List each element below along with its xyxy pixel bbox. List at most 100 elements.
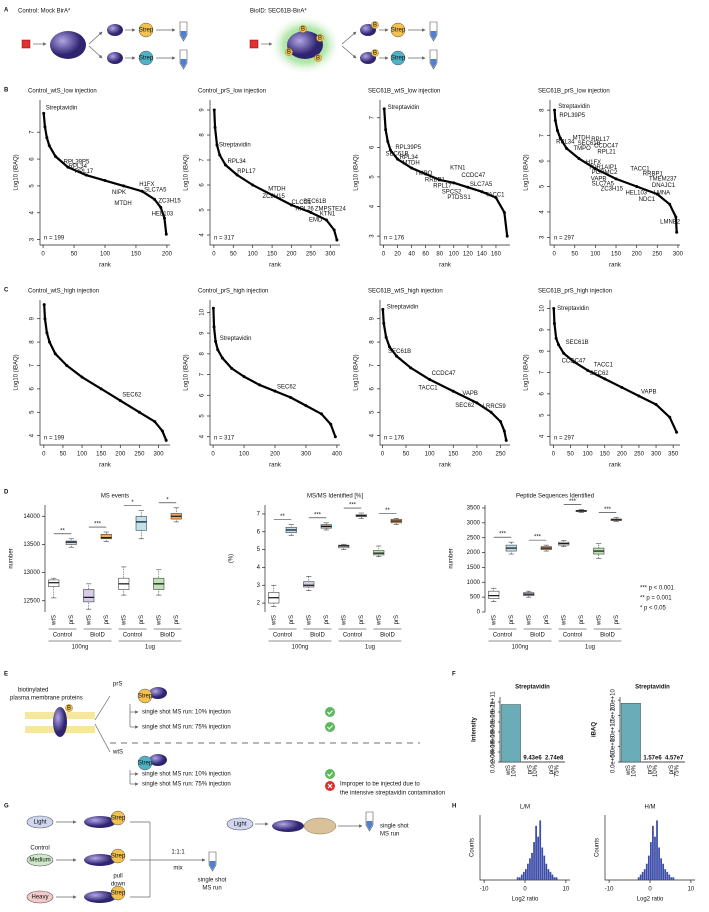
significance: ** <box>280 514 285 520</box>
protein <box>287 31 323 59</box>
histogram-bar <box>654 836 656 880</box>
chart-title: Control_prS_high injection <box>198 289 268 295</box>
x-tick-label: 120 <box>463 252 474 258</box>
protein-annotation: VAPB <box>462 391 478 397</box>
x-tick-label: 100 <box>590 252 601 258</box>
protein-point <box>475 401 479 405</box>
protein-point <box>438 178 442 182</box>
protein-annotation: Streptavidin <box>46 106 78 112</box>
protein-annotation: SEC61B <box>388 349 411 355</box>
y-tick-label: 2 <box>257 601 261 607</box>
category-label: wtS <box>306 615 312 626</box>
category-label: prS <box>549 765 555 774</box>
significance: ** <box>385 508 390 514</box>
protein-annotation: MTDH <box>114 201 131 207</box>
group-label: Control <box>343 633 362 639</box>
protein-point <box>333 435 337 439</box>
protein-annotation: MTDH <box>402 160 419 166</box>
streptavidin <box>138 50 154 66</box>
x-tick-label: 300 <box>325 252 336 258</box>
protein-point <box>45 331 49 335</box>
category-sublabel: 10% <box>653 764 659 777</box>
y-tick-label: 5 <box>200 208 206 212</box>
group-label: BioID <box>310 633 325 639</box>
protein-annotation: Streptavidin <box>558 104 590 110</box>
y-tick-label: 3500 <box>467 506 481 512</box>
protein-point <box>389 148 393 152</box>
protein-point <box>273 389 277 393</box>
protein-point <box>504 438 508 442</box>
protein-point <box>562 351 566 355</box>
protein-point <box>552 307 556 311</box>
group-label: BioID <box>600 633 615 639</box>
protein-point <box>214 339 218 343</box>
protein-point <box>213 126 217 129</box>
protein-point <box>557 343 561 347</box>
protein-annotation: CCDC47 <box>461 173 486 179</box>
arrow <box>341 45 357 59</box>
category-label: wtS <box>376 615 382 626</box>
protein-annotation: ZMPSTE24 <box>315 206 347 212</box>
x-tick-label: 50 <box>230 252 237 258</box>
group-label: Control <box>493 633 512 639</box>
protein-point <box>586 368 590 372</box>
x-tick-label: 300 <box>673 252 684 258</box>
protein-point <box>153 420 157 424</box>
category-label: wtS <box>561 615 567 626</box>
x-tick-label: 200 <box>286 252 297 258</box>
chart-title: SEC61B_prS_low injection <box>538 89 610 95</box>
category-label: prS <box>579 615 585 624</box>
y-tick-label: 1.0e+11 <box>491 701 497 723</box>
panel-letter: F <box>452 672 456 678</box>
protein-point <box>668 415 672 419</box>
legend-entry: * p < 0.05 <box>640 606 667 612</box>
protein-point <box>220 356 224 360</box>
group-label: BioID <box>160 633 175 639</box>
protein-point <box>674 215 678 219</box>
protein-point <box>553 118 557 122</box>
prs-label: prS <box>113 682 122 688</box>
tube-liquid <box>209 861 216 870</box>
cross-mark <box>327 783 333 789</box>
y-tick-label: 3 <box>540 235 546 239</box>
biotin <box>316 34 324 42</box>
protein-point <box>289 203 293 207</box>
wts-label: wtS <box>112 750 123 756</box>
y-tick-label: 4 <box>370 433 376 437</box>
x-tick-label: 250 <box>134 452 145 458</box>
protein-annotation: TOR1AIP1 <box>588 165 618 171</box>
protein-annotation: CCDC47 <box>562 358 587 364</box>
histogram-bar <box>527 863 529 880</box>
chart-title: L/M <box>520 805 530 811</box>
x-tick-label: 0 <box>648 887 652 893</box>
axis <box>379 300 510 446</box>
y-tick-label: 4 <box>200 434 206 438</box>
protein-annotation: RPL39P5 <box>64 159 90 165</box>
protein-point <box>332 228 336 232</box>
panel-letter: B <box>4 88 9 94</box>
category-sublabel: 75% <box>675 764 681 777</box>
run-text: single shot MS run: 75% injection <box>142 782 231 788</box>
tube-liquid <box>180 59 187 68</box>
histogram-bar <box>645 863 648 880</box>
biotin <box>65 704 73 712</box>
panel-letter: C <box>4 288 9 294</box>
x-axis-label: rank <box>269 263 282 269</box>
protein-annotation: RPL21 <box>597 150 616 156</box>
protein-annotation: PGRMC2 <box>592 170 618 176</box>
protein-point <box>572 360 576 364</box>
x-tick-label: 150 <box>611 252 622 258</box>
y-tick-label: 4 <box>30 433 36 437</box>
protein-point <box>451 389 455 393</box>
x-axis-label: rank <box>609 463 622 469</box>
x-tick-label: 160 <box>491 252 502 258</box>
histogram-bar <box>670 877 673 880</box>
streptavidin <box>110 810 126 826</box>
x-axis-label: rank <box>609 263 622 269</box>
protein-annotation: Streptavidin <box>219 143 251 149</box>
protein-annotation: SEC61B <box>566 340 589 346</box>
protein <box>84 891 116 903</box>
protein-annotation: RPL34 <box>228 159 247 165</box>
streptavidin <box>110 848 126 864</box>
category-label: prS <box>69 615 75 624</box>
